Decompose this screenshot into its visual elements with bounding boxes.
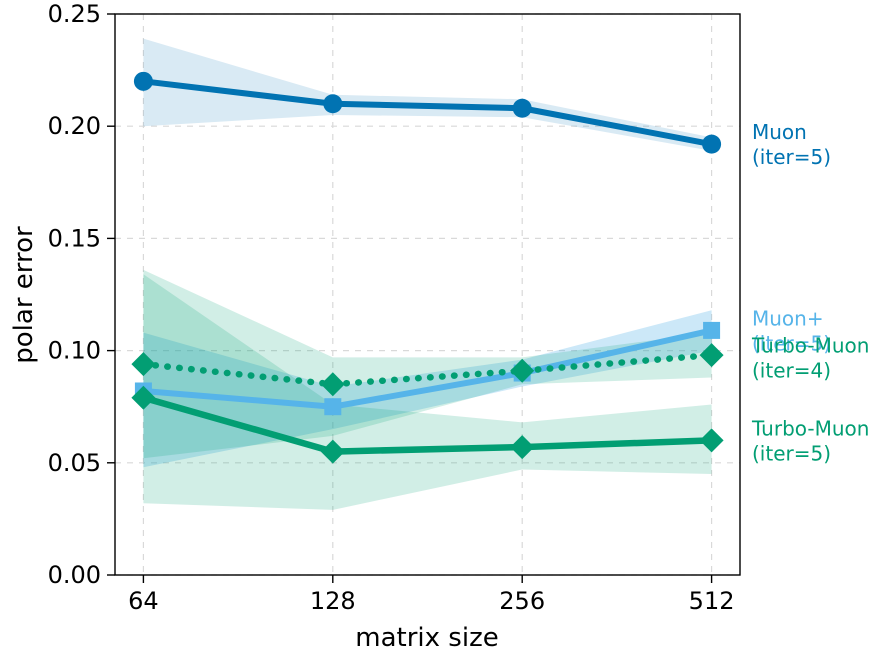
marker-diamond-turbo-muon-iter-5 — [131, 385, 156, 410]
series-label-muon-iter-5: Muon+ — [752, 306, 824, 330]
plot-border — [114, 13, 741, 576]
series-label-turbo-muon-iter-5: (iter=5) — [752, 441, 831, 465]
x-axis-label: matrix size — [355, 623, 499, 653]
series-label-turbo-muon-iter-4: (iter=4) — [752, 358, 831, 382]
series-label-turbo-muon-iter-5: Turbo-Muon — [751, 416, 869, 440]
y-tick-label: 0.20 — [48, 112, 101, 140]
series-line-turbo-muon-iter-4 — [140, 351, 715, 388]
series-label-muon-iter-5: (iter=5) — [752, 331, 831, 355]
series-label-muon-iter-5: Muon — [752, 120, 807, 144]
confidence-band-muon-iter-5 — [143, 38, 712, 151]
marker-diamond-turbo-muon-iter-4 — [131, 352, 156, 377]
y-axis-label: polar error — [9, 226, 39, 364]
y-tick-label: 0.10 — [48, 337, 101, 365]
marker-diamond-turbo-muon-iter-4 — [510, 358, 535, 383]
x-tick-label: 64 — [128, 587, 159, 615]
x-tick-label: 128 — [310, 587, 356, 615]
y-tick-label: 0.25 — [48, 0, 101, 28]
marker-circle-muon-iter-5 — [702, 134, 722, 154]
marker-circle-muon-iter-5 — [133, 71, 153, 91]
marker-square-muon-iter-5 — [324, 398, 342, 416]
series-line-muon-iter-5 — [140, 327, 715, 410]
series-line-turbo-muon-iter-5 — [140, 394, 715, 455]
confidence-band-turbo-muon-iter-5 — [143, 274, 712, 510]
marker-diamond-turbo-muon-iter-5 — [699, 428, 724, 453]
y-tick-label: 0.15 — [48, 224, 101, 252]
series-label-turbo-muon-iter-4: Turbo-Muon — [751, 333, 869, 357]
series-line-muon-iter-5 — [140, 78, 715, 148]
marker-circle-muon-iter-5 — [512, 98, 532, 118]
x-tick-label: 256 — [499, 587, 545, 615]
marker-circle-muon-iter-5 — [323, 94, 343, 114]
y-tick-label: 0.05 — [48, 449, 101, 477]
marker-diamond-turbo-muon-iter-4 — [699, 343, 724, 368]
marker-diamond-turbo-muon-iter-4 — [320, 372, 345, 397]
marker-diamond-turbo-muon-iter-5 — [320, 439, 345, 464]
x-tick-label: 512 — [689, 587, 735, 615]
marker-square-muon-iter-5 — [703, 321, 721, 339]
y-tick-label: 0.00 — [48, 561, 101, 589]
series-label-muon-iter-5: (iter=5) — [752, 145, 831, 169]
confidence-band-turbo-muon-iter-4 — [143, 269, 712, 459]
marker-diamond-turbo-muon-iter-5 — [510, 435, 535, 460]
